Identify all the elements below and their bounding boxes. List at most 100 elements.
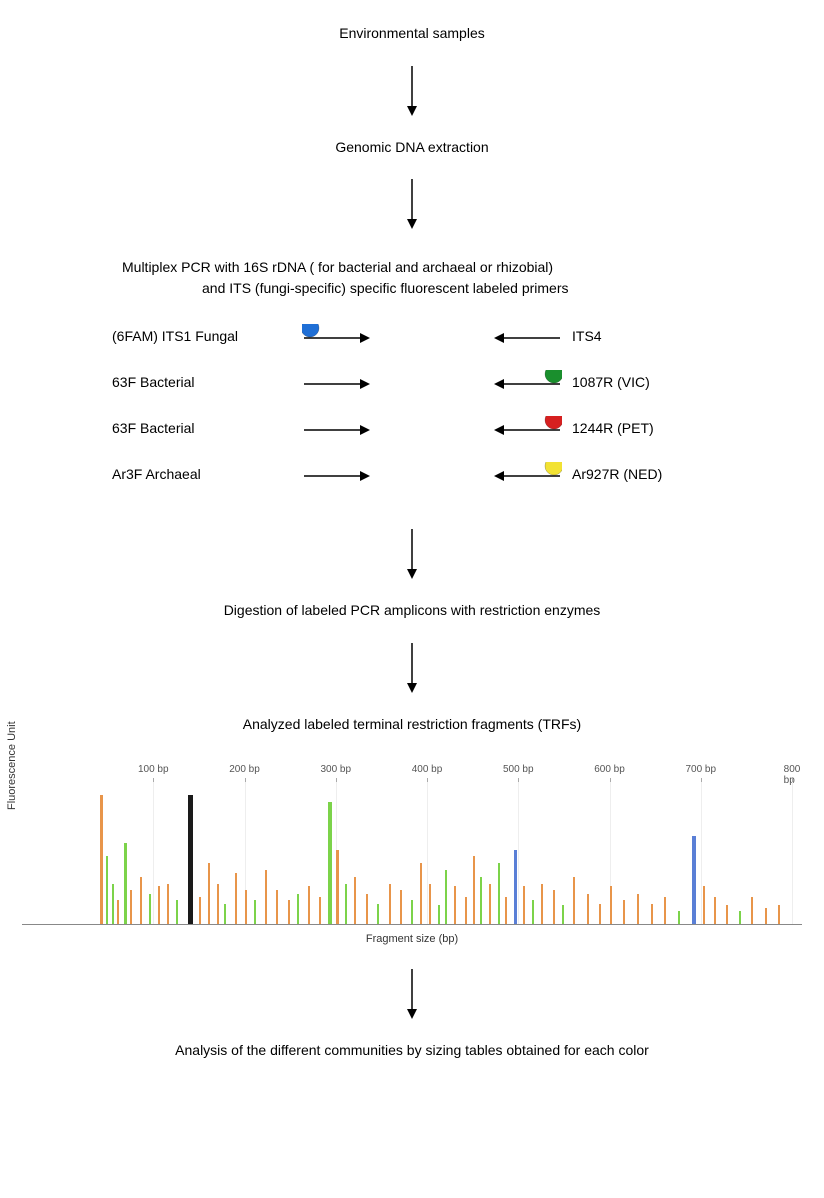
chart-peak bbox=[637, 894, 639, 924]
pcr-title-line2: and ITS (fungi-specific) specific fluore… bbox=[122, 278, 732, 299]
primer-right-label: ITS4 bbox=[572, 328, 732, 344]
chart-peak bbox=[692, 836, 696, 924]
chart-peak bbox=[599, 904, 601, 924]
chart-peak bbox=[377, 904, 379, 924]
primer-arrows bbox=[292, 324, 572, 348]
primer-right-label: 1087R (VIC) bbox=[572, 374, 732, 390]
reverse-arrow-icon bbox=[492, 416, 562, 440]
chart-peak bbox=[366, 894, 368, 924]
step-analysis-sizing-tables: Analysis of the different communities by… bbox=[175, 1041, 649, 1061]
primer-row: 63F Bacterial 1087R (VIC) bbox=[92, 367, 732, 397]
chart-peak bbox=[664, 897, 666, 924]
primer-arrows bbox=[292, 370, 572, 394]
chart-peak bbox=[587, 894, 589, 924]
chart-peak bbox=[208, 863, 210, 924]
primer-left-label: Ar3F Archaeal bbox=[92, 466, 292, 482]
chart-peak bbox=[389, 884, 391, 925]
chart-peak bbox=[541, 884, 543, 925]
chart-tick-label: 400 bp bbox=[412, 764, 443, 775]
pcr-title-line1: Multiplex PCR with 16S rDNA ( for bacter… bbox=[122, 259, 553, 275]
chart-peak bbox=[297, 894, 299, 924]
chart-peak bbox=[100, 795, 103, 924]
chart-gridline bbox=[792, 782, 793, 924]
chart-peak bbox=[765, 908, 767, 924]
multiplex-pcr-block: Multiplex PCR with 16S rDNA ( for bacter… bbox=[92, 257, 732, 505]
chart-peak bbox=[473, 856, 475, 924]
chart-tick-label: 500 bp bbox=[503, 764, 534, 775]
step-digestion: Digestion of labeled PCR amplicons with … bbox=[224, 601, 601, 621]
chart-peak bbox=[112, 884, 114, 925]
chart-peak bbox=[328, 802, 332, 924]
primer-left-label: (6FAM) ITS1 Fungal bbox=[92, 328, 292, 344]
chart-tick-label: 300 bp bbox=[320, 764, 351, 775]
chart-x-label: Fragment size (bp) bbox=[22, 933, 802, 945]
chart-gridline bbox=[153, 782, 154, 924]
chart-peak bbox=[411, 900, 413, 924]
step-environmental-samples: Environmental samples bbox=[339, 24, 485, 44]
chart-peak bbox=[445, 870, 447, 924]
forward-arrow-icon bbox=[302, 324, 372, 348]
chart-peak bbox=[188, 795, 193, 924]
chart-peak bbox=[651, 904, 653, 924]
multiplex-pcr-title: Multiplex PCR with 16S rDNA ( for bacter… bbox=[92, 257, 732, 299]
chart-y-label: Fluorescence Unit bbox=[6, 722, 18, 811]
forward-arrow-icon bbox=[302, 416, 372, 440]
reverse-arrow-icon bbox=[492, 324, 562, 348]
chart-peak bbox=[117, 900, 119, 924]
arrow-down-icon bbox=[404, 529, 420, 579]
chart-peak bbox=[158, 886, 160, 924]
chart-peak bbox=[336, 850, 339, 925]
chart-peak bbox=[106, 856, 108, 924]
chart-peak bbox=[739, 911, 741, 925]
chart-peak bbox=[623, 900, 625, 924]
chart-peak bbox=[429, 884, 431, 925]
chart-gridline bbox=[518, 782, 519, 924]
chart-peak bbox=[465, 897, 467, 924]
primer-right-label: Ar927R (NED) bbox=[572, 466, 732, 482]
chart-peak bbox=[176, 900, 178, 924]
chart-peak bbox=[726, 905, 728, 924]
chart-peak bbox=[124, 843, 127, 925]
chart-peak bbox=[254, 900, 256, 924]
chart-peak bbox=[703, 886, 705, 924]
primer-row: Ar3F Archaeal Ar927R (NED) bbox=[92, 459, 732, 489]
electropherogram-chart: Fluorescence Unit 100 bp200 bp300 bp400 … bbox=[22, 744, 802, 945]
primer-arrows bbox=[292, 462, 572, 486]
chart-peak bbox=[480, 877, 482, 925]
chart-tick-label: 100 bp bbox=[138, 764, 169, 775]
chart-peak bbox=[345, 884, 347, 925]
chart-peak bbox=[140, 877, 142, 925]
chart-tick-label: 600 bp bbox=[594, 764, 625, 775]
chart-peak bbox=[505, 897, 507, 924]
primer-row: 63F Bacterial 1244R (PET) bbox=[92, 413, 732, 443]
primer-row: (6FAM) ITS1 Fungal ITS4 bbox=[92, 321, 732, 351]
chart-peak bbox=[149, 894, 151, 924]
chart-peak bbox=[199, 897, 201, 924]
chart-peak bbox=[514, 850, 517, 925]
primer-right-label: 1244R (PET) bbox=[572, 420, 732, 436]
chart-peak bbox=[714, 897, 716, 924]
chart-peak bbox=[420, 863, 422, 924]
primer-left-label: 63F Bacterial bbox=[92, 420, 292, 436]
chart-peak bbox=[573, 877, 575, 925]
chart-peak bbox=[354, 877, 356, 925]
forward-arrow-icon bbox=[302, 370, 372, 394]
step-dna-extraction: Genomic DNA extraction bbox=[335, 138, 488, 158]
chart-peak bbox=[319, 897, 321, 924]
chart-peak bbox=[130, 890, 132, 924]
chart-peak bbox=[489, 884, 491, 925]
chart-peak bbox=[438, 905, 440, 924]
chart-peak bbox=[610, 886, 612, 924]
chart-peak bbox=[276, 890, 278, 924]
chart-peak bbox=[454, 886, 456, 924]
reverse-arrow-icon bbox=[492, 370, 562, 394]
flowchart: Environmental samples Genomic DNA extrac… bbox=[20, 20, 804, 1065]
arrow-down-icon bbox=[404, 969, 420, 1019]
chart-peak bbox=[288, 900, 290, 924]
chart-peak bbox=[678, 911, 680, 925]
arrow-down-icon bbox=[404, 179, 420, 229]
chart-tick-label: 700 bp bbox=[685, 764, 716, 775]
primer-arrows bbox=[292, 416, 572, 440]
chart-peak bbox=[265, 870, 267, 924]
chart-peak bbox=[532, 900, 534, 924]
